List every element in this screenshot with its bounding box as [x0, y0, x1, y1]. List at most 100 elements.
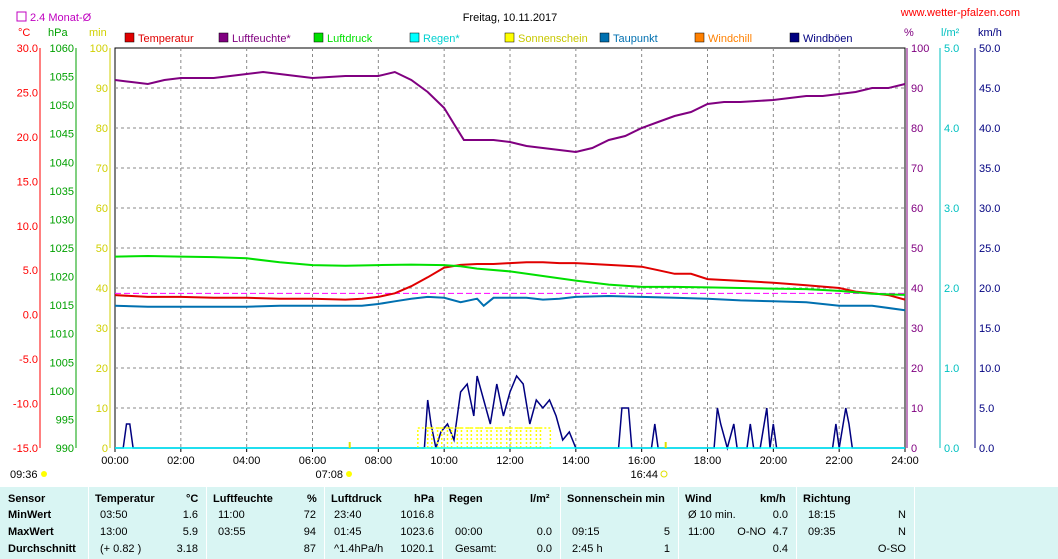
legend-swatch: [409, 32, 420, 43]
header-press: Luftdruck: [331, 493, 382, 505]
wind-tick-label: 15.0: [979, 323, 1000, 335]
wind-value: 4.7: [772, 526, 788, 538]
sunset-time: 16:44: [630, 469, 658, 481]
humidity-tick-label: 40: [911, 283, 923, 295]
sun-time: 09:15: [572, 526, 600, 538]
pressure-tick-label: 1040: [50, 157, 74, 169]
sun-tick-label: 30: [96, 323, 108, 335]
wind-value: 0.4: [772, 543, 788, 555]
time-tick-label: 22:00: [825, 455, 853, 467]
temp-time: 13:00: [100, 526, 128, 538]
time-tick-label: 20:00: [760, 455, 788, 467]
sun-tick-label: 90: [96, 83, 108, 95]
temp-tick-label: 5.0: [23, 265, 38, 277]
sun-tick-label: 20: [96, 363, 108, 375]
pressure-value: 1020.1: [400, 543, 434, 555]
time-tick-label: 02:00: [167, 455, 195, 467]
pressure-time: 01:45: [334, 526, 362, 538]
temp-tick-label: 25.0: [17, 87, 38, 99]
rain-unit: l/m²: [941, 27, 960, 39]
row-label: Durchschnitt: [8, 543, 76, 555]
humidity-unit: %: [904, 27, 914, 39]
rain-tick-label: 1.0: [944, 363, 959, 375]
direction-time: 09:35: [808, 526, 836, 538]
temp-tick-label: 0.0: [23, 310, 38, 322]
temp-tick-label: 10.0: [17, 221, 38, 233]
wind-tick-label: 20.0: [979, 283, 1000, 295]
temp-value: 5.9: [182, 526, 198, 538]
rain-time: Gesamt:: [455, 543, 497, 555]
wind-tick-label: 5.0: [979, 403, 994, 415]
time-tick-label: 12:00: [496, 455, 524, 467]
series-luftdruck: [114, 254, 906, 296]
humidity-time: 03:55: [218, 526, 246, 538]
sun-value: 5: [663, 526, 670, 538]
pressure-value: 1016.8: [400, 509, 434, 521]
humidity-tick-label: 0: [911, 443, 917, 455]
legend-label: Windböen: [803, 33, 853, 45]
legend-swatch: [789, 32, 800, 43]
direction-value: N: [898, 509, 906, 521]
wind-tick-label: 45.0: [979, 83, 1000, 95]
pressure-tick-label: 1060: [50, 43, 74, 55]
pressure-tick-label: 1020: [50, 272, 74, 284]
humidity-tick-label: 60: [911, 203, 923, 215]
header-wind: Wind: [685, 493, 712, 505]
legend-swatch: [504, 32, 515, 43]
row-label: MaxWert: [8, 526, 54, 538]
legend-swatch: [313, 32, 324, 43]
sun-tick-label: 60: [96, 203, 108, 215]
legend-label: Temperatur: [138, 33, 194, 45]
pressure-time: ^1.4hPa/h: [334, 543, 384, 555]
series-layer: [114, 70, 906, 451]
avg-marker-icon: [16, 11, 27, 22]
pressure-tick-label: 995: [56, 414, 74, 426]
legend: Temperatur Luftfeuchte* Luftdruck Regen* Son…: [124, 32, 853, 45]
time-tick-label: 04:00: [233, 455, 261, 467]
sun-tick-label: 40: [96, 283, 108, 295]
time-tick-label: 06:00: [299, 455, 327, 467]
time-tick-label: 00:00: [101, 455, 129, 467]
direction-time: 18:15: [808, 509, 836, 521]
wind-tick-label: 35.0: [979, 163, 1000, 175]
wind-unit: km/h: [978, 27, 1002, 39]
chart-title: Freitag, 10.11.2017: [463, 12, 558, 24]
wind-time: Ø 10 min.: [688, 509, 736, 521]
humidity-value: 87: [303, 543, 316, 555]
axes: 30.0 25.0 20.0 15.0 10.0 5.0 0.0 -5.0 -10.0 -15.0…: [13, 43, 1001, 467]
legend-swatch: [694, 32, 705, 43]
rain-tick-label: 5.0: [944, 43, 959, 55]
series-windben: [115, 374, 905, 451]
wind-tick-label: 0.0: [979, 443, 994, 455]
now-marker-icon: [41, 471, 47, 477]
legend-swatch: [218, 32, 229, 43]
humidity-tick-label: 50: [911, 243, 923, 255]
rain-tick-label: 0.0: [944, 443, 959, 455]
header-temp-unit: °C: [186, 493, 199, 505]
header-hum: Luftfeuchte: [213, 493, 273, 505]
humidity-time: 11:00: [218, 509, 245, 521]
sun-tick-label: 50: [96, 243, 108, 255]
header-sun: Sonnenschein min: [567, 493, 665, 505]
pressure-tick-label: 1030: [50, 214, 74, 226]
temp-tick-label: -10.0: [13, 399, 38, 411]
stats-table: Sensor Temperatur °C Luftfeuchte % Luftd…: [0, 487, 1058, 559]
pressure-tick-label: 1045: [50, 129, 74, 141]
temp-value: 3.18: [176, 543, 198, 555]
sun-value: 1: [663, 543, 670, 555]
pressure-unit: hPa: [48, 27, 68, 39]
time-tick-label: 10:00: [430, 455, 458, 467]
time-tick-label: 08:00: [365, 455, 393, 467]
temp-tick-label: 20.0: [17, 132, 38, 144]
humidity-tick-label: 20: [911, 363, 923, 375]
rain-value: 0.0: [536, 543, 552, 555]
website-link[interactable]: www.wetter-pfalzen.com: [900, 7, 1020, 19]
sun-tick-label: 100: [90, 43, 108, 55]
legend-label: Taupunkt: [613, 33, 658, 45]
sun-tick-label: 80: [96, 123, 108, 135]
header-press-unit: hPa: [414, 493, 435, 505]
temp-time: 03:50: [100, 509, 128, 521]
sun-tick-label: 0: [102, 443, 108, 455]
humidity-tick-label: 10: [911, 403, 923, 415]
pressure-tick-label: 1035: [50, 186, 74, 198]
